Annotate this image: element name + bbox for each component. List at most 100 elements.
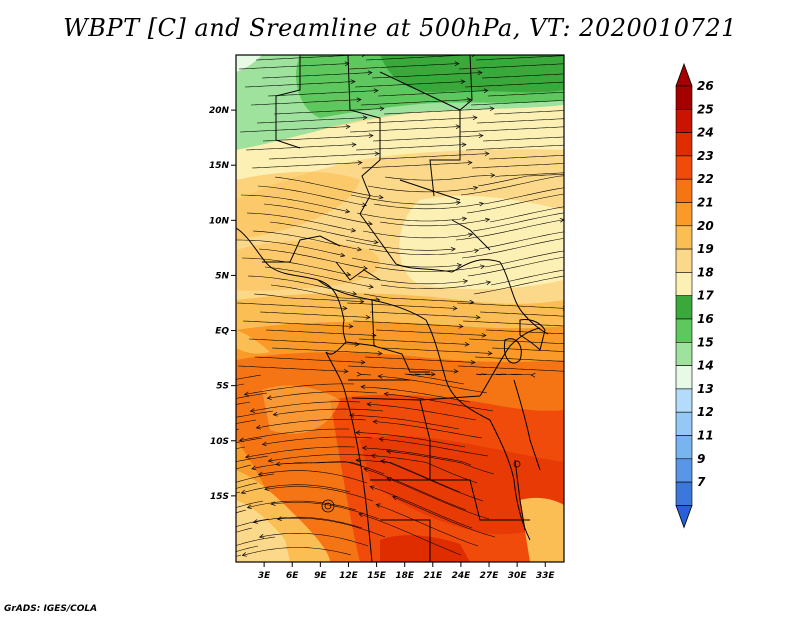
streamline-arrow (356, 246, 362, 252)
grads-credit: GrADS: IGES/COLA (4, 604, 98, 614)
streamline (248, 338, 359, 345)
streamline (254, 356, 365, 363)
streamline (247, 500, 357, 511)
streamline-arrow (359, 299, 365, 304)
streamline-arrow (343, 368, 349, 374)
streamline-arrow (346, 272, 352, 277)
streamline-arrow (583, 171, 587, 175)
streamline (363, 293, 474, 303)
streamline (462, 320, 564, 327)
borders (236, 55, 549, 562)
streamline-arrow (582, 53, 586, 57)
streamline (346, 302, 457, 309)
colorbar-swatch (675, 365, 693, 390)
streamline (360, 374, 372, 376)
streamline (236, 239, 345, 257)
lat-tick-label: EQ (215, 327, 229, 337)
streamline-arrow (594, 201, 598, 205)
streamline-arrow (351, 142, 357, 148)
streamline-arrow (577, 98, 581, 102)
lon-tick-label: 6E (286, 571, 299, 581)
colorbar-label: 13 (697, 382, 714, 396)
streamline-arrow (367, 221, 373, 226)
streamline-arrow (264, 486, 270, 492)
streamline (236, 401, 251, 405)
streamline (236, 482, 258, 489)
streamline-arrow (355, 457, 361, 463)
streamline (236, 410, 274, 418)
streamline-arrow (462, 279, 469, 284)
streamline (273, 108, 384, 115)
streamline-arrow (374, 151, 380, 157)
colorbar-label: 23 (697, 149, 714, 163)
streamline-arrow (453, 368, 459, 374)
streamline (483, 187, 564, 205)
streamline-arrow (461, 216, 468, 222)
streamline-arrow (375, 503, 381, 508)
colorbar-swatch (675, 411, 693, 436)
streamline-arrow (485, 280, 492, 285)
streamline-arrow (386, 449, 392, 454)
colorbar-label: 19 (697, 242, 714, 256)
streamline (458, 63, 564, 70)
streamline-arrow (369, 485, 375, 490)
streamline (362, 230, 473, 239)
streamline-arrow (240, 489, 246, 495)
colorbar-label: 14 (697, 359, 714, 373)
streamline (347, 365, 458, 372)
colorbar-swatch (675, 272, 693, 296)
streamline (380, 281, 491, 289)
streamline (384, 174, 495, 181)
streamline-arrow (470, 359, 476, 365)
streamline-arrow (475, 314, 481, 320)
streamline-arrow (566, 125, 570, 129)
streamline (236, 500, 264, 508)
streamline (379, 219, 490, 227)
streamline (258, 470, 368, 484)
colorbar-swatch (675, 295, 693, 320)
streamline-arrow (355, 430, 361, 435)
vortex-marks (321, 460, 521, 513)
streamline-arrow (144, 547, 148, 551)
colorbar-label: 24 (697, 126, 714, 140)
streamline (269, 221, 379, 243)
streamline (256, 419, 367, 429)
streamline-arrow (392, 495, 398, 501)
streamline (349, 126, 460, 133)
streamline-arrow (170, 505, 175, 509)
lon-tick-label: 12E (339, 571, 359, 581)
streamline (358, 513, 462, 556)
streamline-arrow (595, 152, 599, 156)
streamline-arrow (152, 389, 156, 393)
streamline (374, 265, 485, 272)
streamline (265, 329, 376, 336)
streamline-arrow (251, 465, 257, 471)
streamline-arrow (345, 124, 351, 130)
streamline-arrow (149, 564, 154, 568)
streamline-arrow (153, 452, 157, 456)
streamline (372, 135, 483, 142)
streamline (369, 311, 480, 318)
colorbar-label: 17 (697, 289, 714, 303)
streamline-arrow (348, 323, 354, 329)
streamline (464, 81, 564, 88)
streamline (375, 329, 486, 336)
streamline (256, 117, 367, 124)
colorbar: 26 25 24 23 22 21 20 19 18 17 16 15 14 13 12 11 9 7 (675, 62, 714, 529)
streamline (468, 338, 564, 344)
streamline (238, 63, 349, 70)
lat-tick-label: 5N (215, 271, 229, 281)
streamline-arrow (368, 133, 374, 139)
streamline-arrow (378, 194, 384, 200)
streamline-arrow (377, 350, 383, 356)
streamline (271, 502, 380, 520)
streamline (367, 403, 477, 421)
streamline (237, 365, 348, 372)
streamline-arrow (464, 341, 470, 347)
streamline (241, 484, 351, 494)
streamline-arrow (368, 284, 374, 289)
streamline (236, 545, 259, 552)
lat-axis: 20N 15N 10N 5N EQ 5S 10S 15S (209, 106, 236, 502)
streamline (263, 203, 373, 225)
